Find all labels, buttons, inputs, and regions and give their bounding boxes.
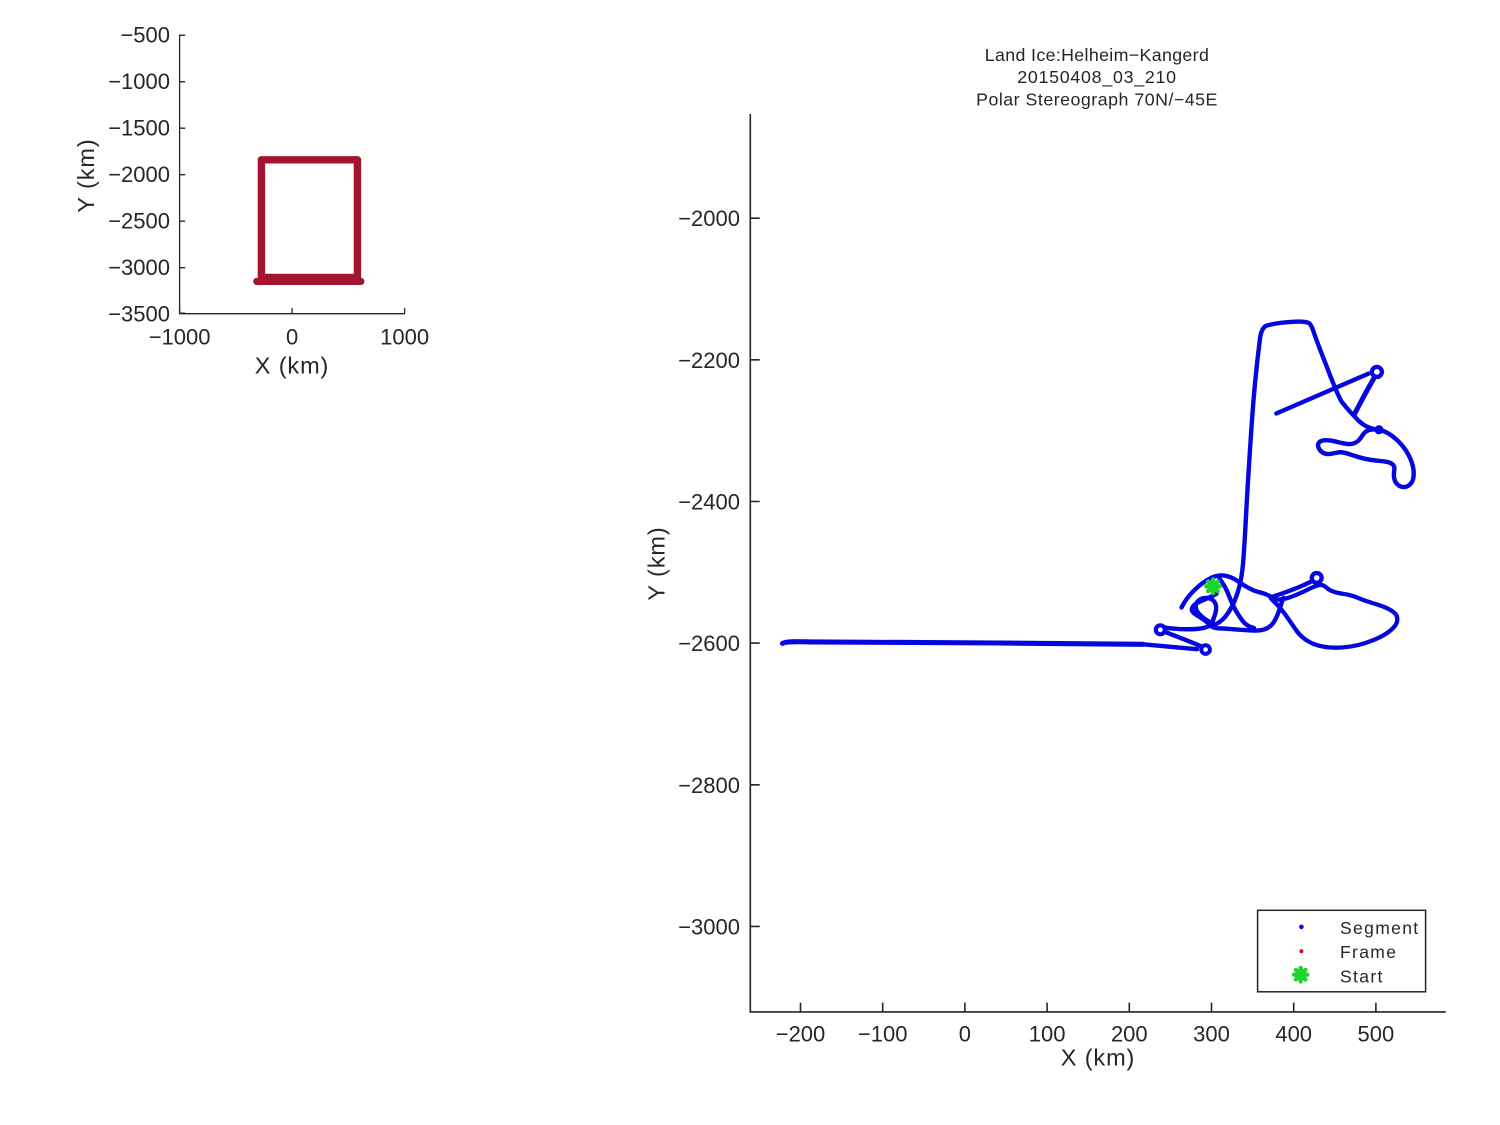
svg-text:300: 300 bbox=[1193, 1022, 1230, 1047]
svg-text:−500: −500 bbox=[120, 23, 170, 48]
svg-text:Y (km): Y (km) bbox=[644, 526, 670, 600]
svg-text:−200: −200 bbox=[776, 1022, 826, 1047]
svg-text:Frame: Frame bbox=[1340, 942, 1397, 962]
svg-text:−2200: −2200 bbox=[678, 348, 740, 373]
svg-text:Segment: Segment bbox=[1340, 918, 1420, 938]
svg-text:−2000: −2000 bbox=[108, 162, 170, 187]
svg-text:Land Ice:Helheim−Kangerd: Land Ice:Helheim−Kangerd bbox=[985, 45, 1209, 65]
svg-text:Start: Start bbox=[1340, 966, 1384, 986]
svg-text:−2000: −2000 bbox=[678, 206, 740, 231]
svg-text:400: 400 bbox=[1275, 1022, 1312, 1047]
svg-text:X (km): X (km) bbox=[1061, 1045, 1136, 1071]
svg-text:−2400: −2400 bbox=[678, 490, 740, 515]
svg-text:20150408_03_210: 20150408_03_210 bbox=[1017, 67, 1177, 88]
svg-text:−2600: −2600 bbox=[678, 631, 740, 656]
svg-text:Y (km): Y (km) bbox=[73, 138, 99, 212]
svg-text:0: 0 bbox=[959, 1022, 971, 1047]
svg-text:X (km): X (km) bbox=[255, 353, 330, 379]
svg-text:0: 0 bbox=[286, 325, 298, 350]
svg-text:100: 100 bbox=[1029, 1022, 1066, 1047]
svg-text:−2800: −2800 bbox=[678, 773, 740, 798]
svg-text:−100: −100 bbox=[858, 1022, 908, 1047]
svg-text:−1000: −1000 bbox=[149, 325, 211, 350]
svg-text:−2500: −2500 bbox=[108, 209, 170, 234]
svg-text:−1500: −1500 bbox=[108, 116, 170, 141]
svg-text:200: 200 bbox=[1111, 1022, 1148, 1047]
svg-text:Polar Stereograph 70N/−45E: Polar Stereograph 70N/−45E bbox=[976, 90, 1218, 110]
svg-text:−1000: −1000 bbox=[108, 69, 170, 94]
svg-text:−3500: −3500 bbox=[108, 302, 170, 327]
svg-text:500: 500 bbox=[1358, 1022, 1395, 1047]
svg-text:−3000: −3000 bbox=[678, 914, 740, 939]
svg-text:−3000: −3000 bbox=[108, 255, 170, 280]
svg-text:1000: 1000 bbox=[380, 325, 429, 350]
